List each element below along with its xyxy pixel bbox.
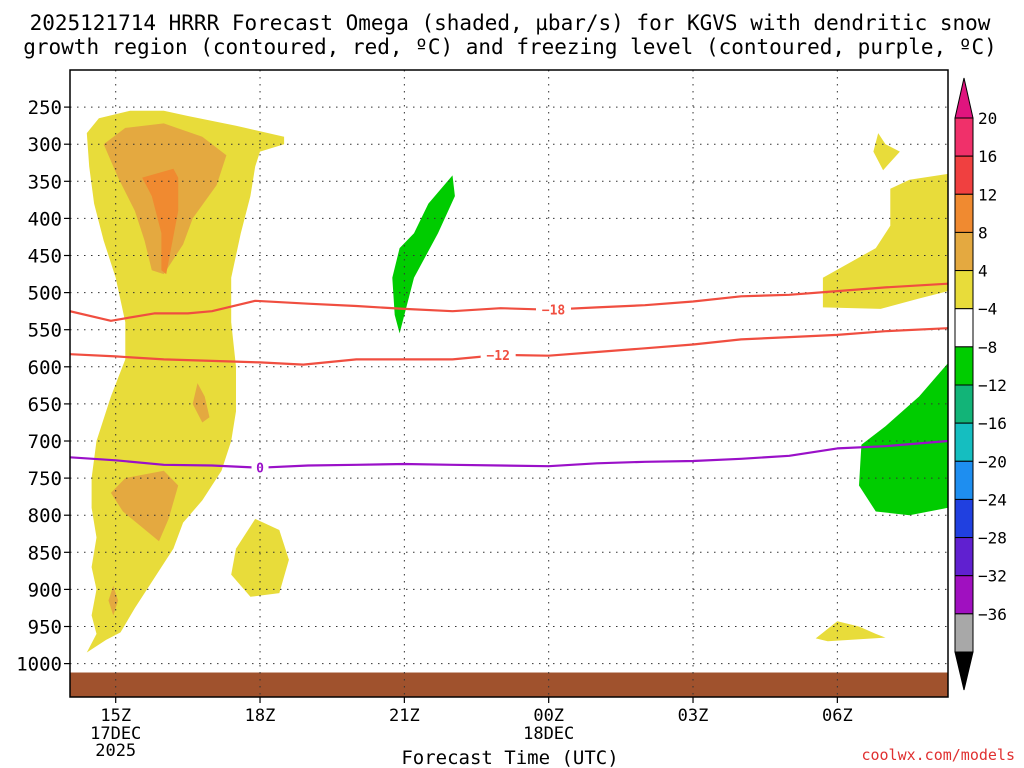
chart-title-line1: 2025121714 HRRR Forecast Omega (shaded, … — [30, 11, 991, 35]
isotherm-label-dendritic-bottom-minus-12: −12 — [486, 349, 509, 364]
y-tick-label-850: 850 — [28, 542, 62, 564]
y-tick-label-550: 550 — [28, 320, 62, 342]
y-tick-label-750: 750 — [28, 468, 62, 490]
omega-region-ascent-right-edge — [822, 173, 948, 309]
colorbar-swatch-1 — [954, 155, 974, 195]
plot-area: −18 −12 0 250 300 350 400 450 500 550 600 650 700 750… — [16, 69, 949, 761]
y-tick-label-800: 800 — [28, 505, 62, 527]
x-tick-label-03Z: 03Z — [678, 706, 709, 726]
colorbar-swatch-9 — [954, 460, 974, 500]
chart-title-line2: growth region (contoured, red, ºC) and f… — [23, 35, 997, 59]
colorbar-swatch-3 — [954, 231, 974, 272]
colorbar-label-9: −20 — [978, 452, 1007, 471]
y-tick-label-900: 900 — [28, 579, 62, 601]
colorbar-label-0: 20 — [978, 109, 997, 128]
y-tick-label-350: 350 — [28, 171, 62, 193]
y-tick-label-700: 700 — [28, 431, 62, 453]
y-tick-label-600: 600 — [28, 357, 62, 379]
colorbar-swatch-6 — [954, 346, 974, 386]
colorbar-swatch-8 — [954, 422, 974, 462]
omega-region-ascent-blob-850 — [231, 518, 289, 597]
y-tick-label-1000: 1000 — [16, 654, 62, 676]
colorbar-swatch-13 — [954, 613, 974, 653]
colorbar-label-5: −4 — [978, 300, 997, 319]
omega-region-descent-blob-21z — [392, 175, 455, 334]
colorbar-swatch-0 — [954, 117, 974, 157]
isotherm-label-freezing-level-0: 0 — [256, 462, 264, 477]
y-tick-label-400: 400 — [28, 208, 62, 230]
colorbar-swatch-10 — [954, 498, 974, 539]
x-tick-sublabel-15Z: 17DEC — [90, 724, 141, 744]
omega-region-lower-ascent-8 — [110, 470, 179, 542]
colorbar-label-12: −32 — [978, 567, 1007, 586]
y-tick-label-650: 650 — [28, 394, 62, 416]
colorbar-label-2: 12 — [978, 185, 997, 204]
x-tick-sublabel-00Z: 18DEC — [523, 724, 574, 744]
y-tick-label-300: 300 — [28, 134, 62, 156]
credit-text: coolwx.com/models — [861, 746, 1015, 764]
colorbar-label-1: 16 — [978, 147, 997, 166]
colorbar-label-10: −24 — [978, 490, 1007, 509]
x-tick-label-18Z: 18Z — [245, 706, 276, 726]
y-tick-label-450: 450 — [28, 246, 62, 268]
omega-region-ascent-upper-right — [873, 133, 900, 171]
x-tick-label-21Z: 21Z — [389, 706, 420, 726]
colorbar-label-6: −8 — [978, 338, 997, 357]
isotherm-label-bg-dendritic-bottom-minus-12 — [480, 347, 516, 364]
omega-region-mid-ascent-8-small — [192, 383, 210, 423]
omega-region-descent-lower-right — [859, 363, 948, 516]
x-tick-year-15Z: 2025 — [95, 741, 136, 761]
x-axis-label: Forecast Time (UTC) — [401, 747, 618, 768]
colorbar-label-4: 4 — [978, 262, 988, 281]
colorbar-label-13: −36 — [978, 605, 1007, 624]
colorbar-extend-bottom — [954, 651, 974, 691]
terrain-band — [70, 672, 948, 697]
omega-region-low-ascent-8-small — [108, 585, 119, 616]
colorbar-label-7: −12 — [978, 376, 1007, 395]
colorbar-swatch-2 — [954, 193, 974, 233]
x-tick-label-15Z: 15Z — [100, 706, 131, 726]
colorbar-swatch-11 — [954, 537, 974, 577]
y-tick-label-500: 500 — [28, 283, 62, 305]
colorbar-label-3: 8 — [978, 223, 988, 242]
isotherm-line-dendritic-top-minus-18 — [70, 282, 948, 322]
colorbar-extend-top — [954, 77, 974, 119]
colorbar-swatch-12 — [954, 575, 974, 615]
x-tick-label-06Z: 06Z — [822, 706, 853, 726]
omega-region-ascent-plume-core-12 — [142, 168, 179, 275]
y-tick-label-250: 250 — [28, 97, 62, 119]
colorbar-label-8: −16 — [978, 414, 1007, 433]
isotherm-line-freezing-level-0 — [70, 439, 948, 469]
colorbar-swatch-5 — [954, 308, 974, 348]
colorbar-swatch-4 — [954, 270, 974, 310]
y-tick-label-950: 950 — [28, 617, 62, 639]
isotherm-label-dendritic-top-minus-18: −18 — [542, 303, 566, 318]
plot-content: −18 −12 0 — [70, 70, 948, 697]
isotherm-label-bg-freezing-level-0 — [251, 459, 269, 476]
omega-colorbar: 20 16 12 8 4 −4 −8 −12 −16 −20 −24 −28 −32 −36 — [954, 77, 1007, 691]
colorbar-swatch-7 — [954, 384, 974, 424]
plot-frame — [69, 69, 949, 698]
x-tick-label-00Z: 00Z — [533, 706, 564, 726]
colorbar-label-11: −28 — [978, 529, 1007, 548]
isotherm-label-bg-dendritic-top-minus-18 — [536, 301, 572, 318]
